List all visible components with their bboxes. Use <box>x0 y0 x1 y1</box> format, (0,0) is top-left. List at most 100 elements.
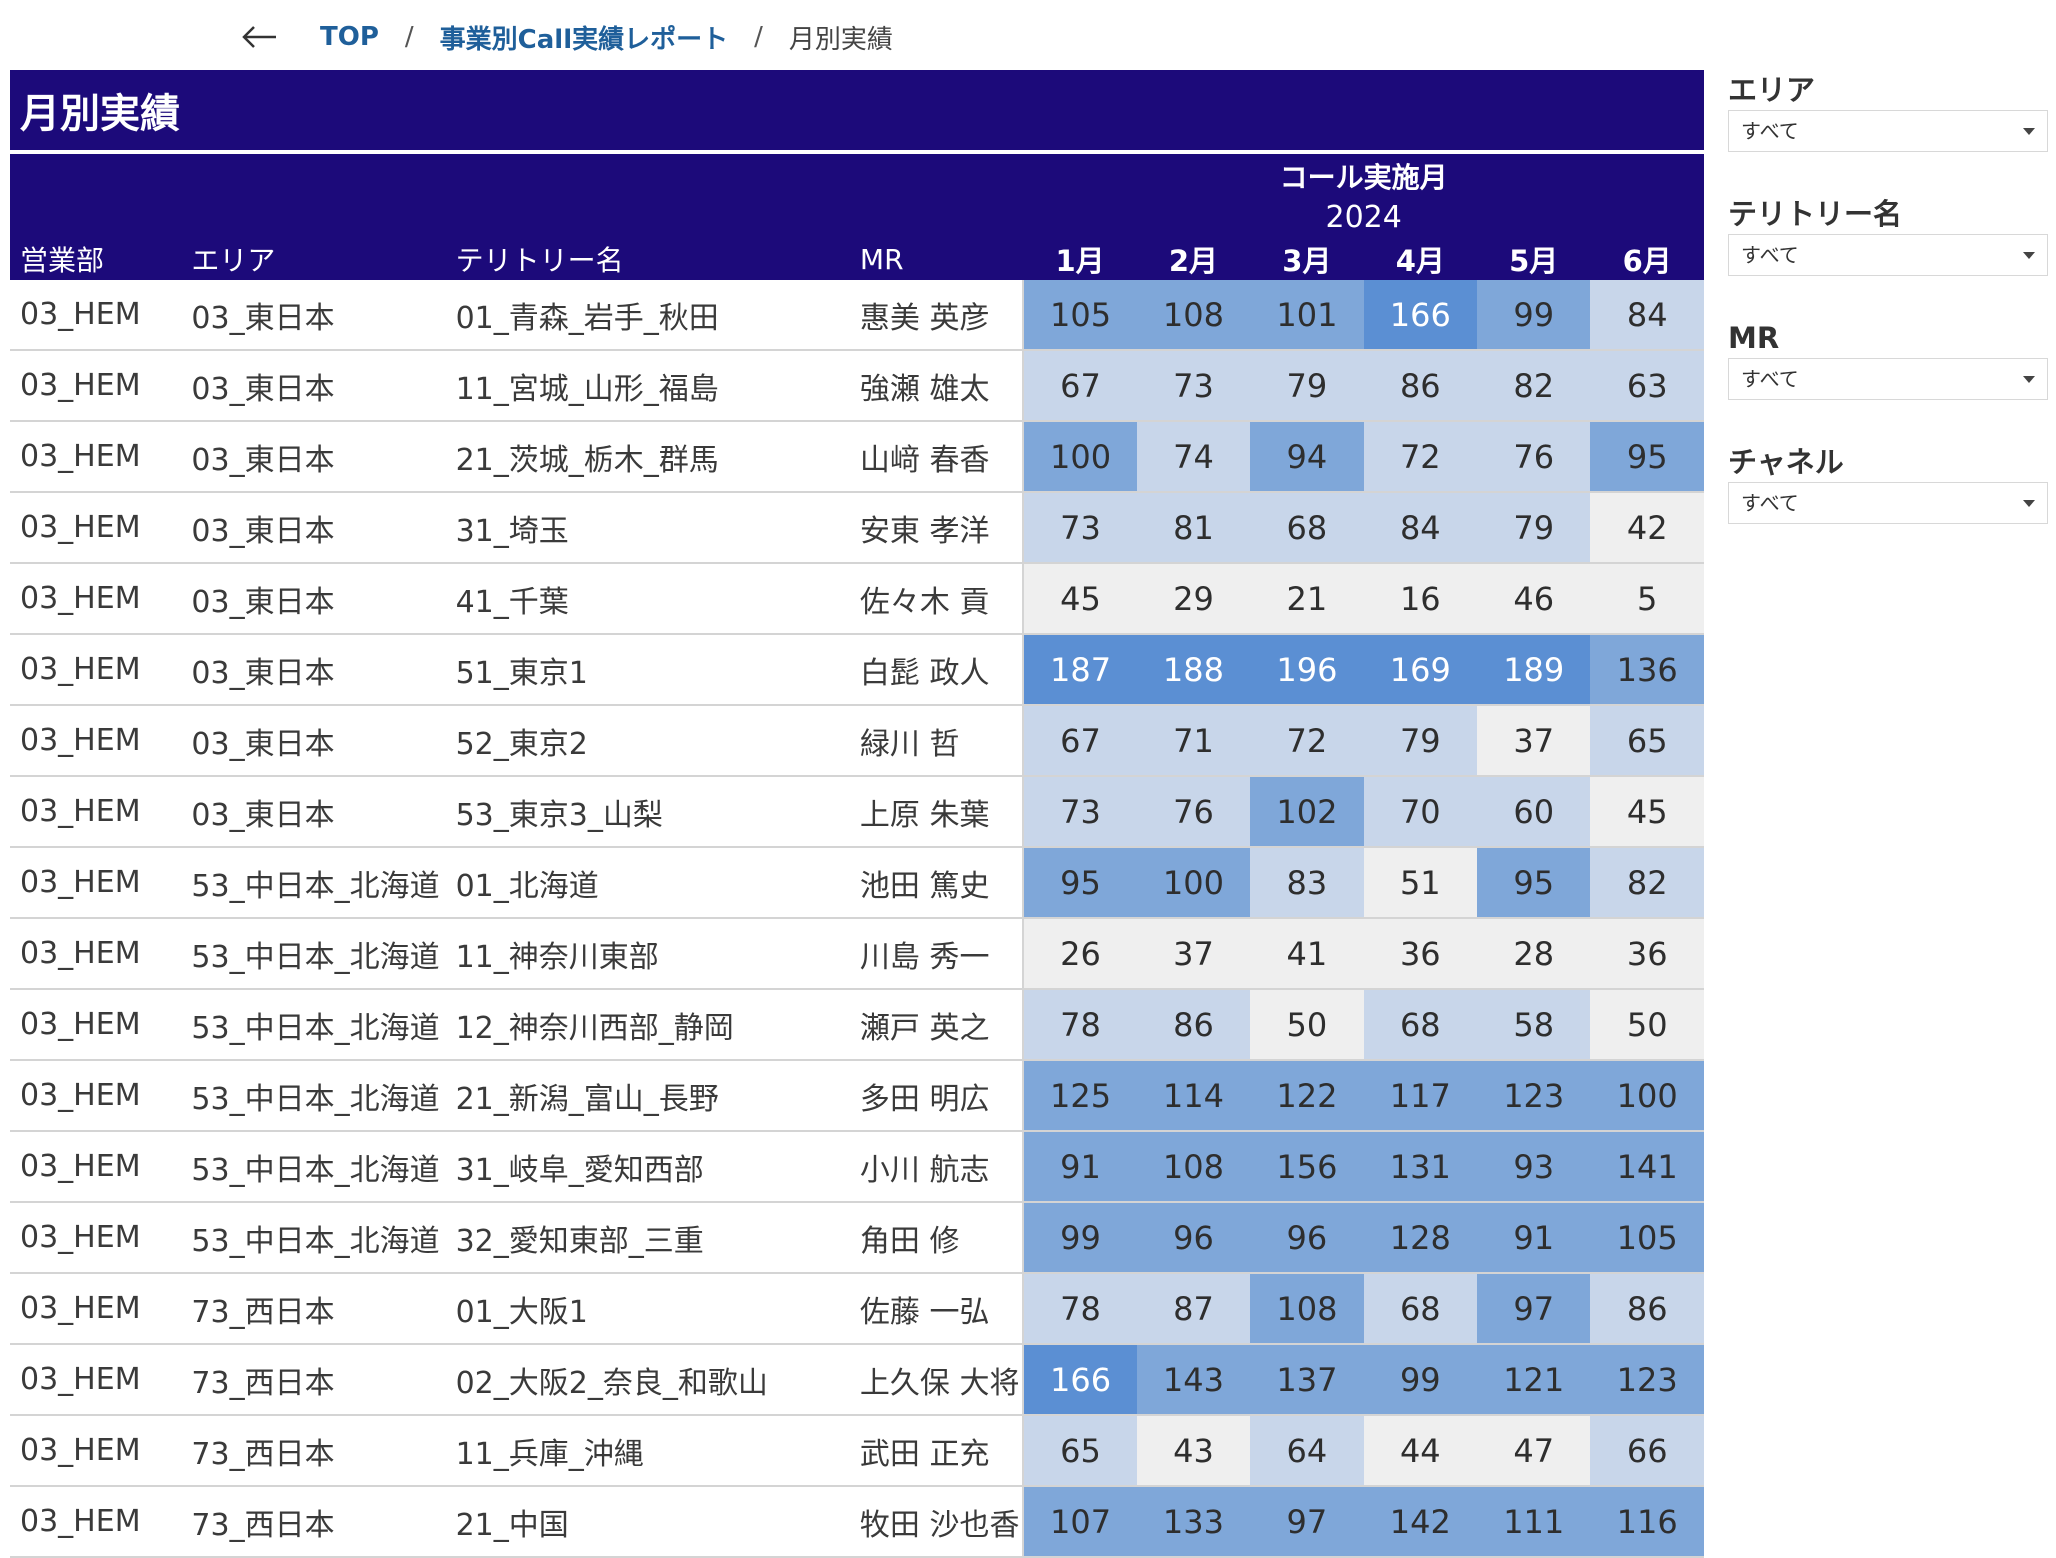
cell-dept: 03_HEM <box>10 1486 182 1558</box>
col-header-dept[interactable]: 営業部 <box>10 238 182 280</box>
cell-mr: 惠美 英彦 <box>849 280 1025 351</box>
cell-month-4: 36 <box>1363 918 1478 990</box>
col-header-month-5[interactable]: 5月 <box>1477 238 1591 280</box>
filter-mr-label: MR <box>1728 321 1780 355</box>
table-row[interactable]: 03_HEM 03_東日本 11_宮城_山形_福島 強瀬 雄太 67 73 79 86 82 63 <box>10 350 1704 422</box>
cell-month-6: 65 <box>1590 705 1704 777</box>
cell-month-5: 99 <box>1477 280 1591 351</box>
table-row[interactable]: 03_HEM 03_東日本 51_東京1 白髭 政人 187 188 196 169 189 13… <box>10 634 1704 706</box>
cell-month-4: 84 <box>1363 492 1478 564</box>
cell-month-2: 43 <box>1136 1415 1251 1487</box>
table-row[interactable]: 03_HEM 03_東日本 01_青森_岩手_秋田 惠美 英彦 105 108 101 166… <box>10 280 1704 351</box>
cell-month-2: 73 <box>1136 350 1251 422</box>
col-header-month-3[interactable]: 3月 <box>1250 238 1364 280</box>
cell-month-5: 79 <box>1477 492 1591 564</box>
table-row[interactable]: 03_HEM 73_西日本 21_中国 牧田 沙也香 107 133 97 142 111 116 <box>10 1486 1704 1558</box>
cell-area: 53_中日本_北海道 <box>181 1202 446 1274</box>
cell-territory: 12_神奈川西部_静岡 <box>445 989 850 1061</box>
breadcrumb-parent-link[interactable]: 事業別Call実績レポート <box>439 24 729 55</box>
col-header-area[interactable]: エリア <box>181 238 446 280</box>
table-row[interactable]: 03_HEM 03_東日本 52_東京2 緑川 哲 67 71 72 79 37 65 <box>10 705 1704 777</box>
cell-area: 03_東日本 <box>181 492 446 564</box>
cell-month-1: 166 <box>1023 1344 1137 1416</box>
cell-mr: 佐藤 一弘 <box>849 1273 1025 1345</box>
cell-mr: 山﨑 春香 <box>849 421 1025 493</box>
cell-month-2: 100 <box>1136 847 1251 919</box>
filter-territory-label: テリトリー名 <box>1728 197 1903 231</box>
table-row[interactable]: 03_HEM 03_東日本 31_埼玉 安東 孝洋 73 81 68 84 79 42 <box>10 492 1704 564</box>
cell-mr: 多田 明広 <box>849 1060 1025 1132</box>
cell-area: 03_東日本 <box>181 705 446 777</box>
cell-area: 53_中日本_北海道 <box>181 989 446 1061</box>
cell-area: 03_東日本 <box>181 776 446 848</box>
cell-month-2: 74 <box>1136 421 1251 493</box>
cell-month-1: 95 <box>1023 847 1137 919</box>
table-row[interactable]: 03_HEM 53_中日本_北海道 32_愛知東部_三重 角田 修 99 96 96 128 9… <box>10 1202 1704 1274</box>
mr-select[interactable]: すべて <box>1728 358 2048 400</box>
cell-month-4: 86 <box>1363 350 1478 422</box>
cell-month-1: 125 <box>1023 1060 1137 1132</box>
cell-mr: 武田 正充 <box>849 1415 1025 1487</box>
cell-month-2: 188 <box>1136 634 1251 706</box>
filter-area: エリア すべて <box>1728 70 2050 152</box>
cell-mr: 緑川 哲 <box>849 705 1025 777</box>
table-row[interactable]: 03_HEM 53_中日本_北海道 31_岐阜_愛知西部 小川 航志 91 108 156 1… <box>10 1131 1704 1203</box>
cell-month-3: 97 <box>1250 1486 1364 1558</box>
cell-month-2: 108 <box>1136 1131 1251 1203</box>
cell-month-1: 78 <box>1023 1273 1137 1345</box>
col-header-mr[interactable]: MR <box>849 238 1024 280</box>
filter-channel-label: チャネル <box>1728 445 1844 479</box>
table-row[interactable]: 03_HEM 73_西日本 01_大阪1 佐藤 一弘 78 87 108 68 97 86 <box>10 1273 1704 1345</box>
cell-mr: 角田 修 <box>849 1202 1025 1274</box>
cell-month-6: 82 <box>1590 847 1704 919</box>
cell-month-1: 107 <box>1023 1486 1137 1558</box>
col-header-month-4[interactable]: 4月 <box>1363 238 1478 280</box>
table-row[interactable]: 03_HEM 73_西日本 11_兵庫_沖縄 武田 正充 65 43 64 44 47 66 <box>10 1415 1704 1487</box>
table-row[interactable]: 03_HEM 53_中日本_北海道 01_北海道 池田 篤史 95 100 83 51 95 82 <box>10 847 1704 919</box>
breadcrumb-top-link[interactable]: TOP <box>320 22 379 52</box>
cell-dept: 03_HEM <box>10 421 182 493</box>
cell-month-2: 133 <box>1136 1486 1251 1558</box>
cell-territory: 02_大阪2_奈良_和歌山 <box>445 1344 850 1416</box>
cell-month-3: 68 <box>1250 492 1364 564</box>
table-row[interactable]: 03_HEM 53_中日本_北海道 21_新潟_富山_長野 多田 明広 125 114 12… <box>10 1060 1704 1132</box>
table-row[interactable]: 03_HEM 53_中日本_北海道 11_神奈川東部 川島 秀一 26 37 41 36 28 3… <box>10 918 1704 990</box>
col-header-month-1[interactable]: 1月 <box>1023 238 1137 280</box>
cell-territory: 52_東京2 <box>445 705 850 777</box>
cell-month-4: 169 <box>1363 634 1478 706</box>
cell-month-4: 131 <box>1363 1131 1478 1203</box>
cell-month-3: 102 <box>1250 776 1364 848</box>
table-row[interactable]: 03_HEM 53_中日本_北海道 12_神奈川西部_静岡 瀬戸 英之 78 86 50 68… <box>10 989 1704 1061</box>
cell-month-5: 28 <box>1477 918 1591 990</box>
breadcrumb-separator: / <box>754 22 763 52</box>
cell-month-4: 128 <box>1363 1202 1478 1274</box>
cell-month-3: 83 <box>1250 847 1364 919</box>
page-title: 月別実績 <box>10 70 1704 150</box>
table-row[interactable]: 03_HEM 03_東日本 41_千葉 佐々木 貢 45 29 21 16 46 5 <box>10 563 1704 635</box>
territory-select[interactable]: すべて <box>1728 234 2048 276</box>
cell-month-2: 143 <box>1136 1344 1251 1416</box>
col-header-month-2[interactable]: 2月 <box>1136 238 1251 280</box>
cell-area: 53_中日本_北海道 <box>181 847 446 919</box>
area-select[interactable]: すべて <box>1728 110 2048 152</box>
table-row[interactable]: 03_HEM 03_東日本 21_茨城_栃木_群馬 山﨑 春香 100 74 94 72 76 9… <box>10 421 1704 493</box>
cell-month-3: 96 <box>1250 1202 1364 1274</box>
cell-month-3: 21 <box>1250 563 1364 635</box>
cell-month-2: 71 <box>1136 705 1251 777</box>
cell-dept: 03_HEM <box>10 492 182 564</box>
arrow-left-icon[interactable] <box>240 22 280 52</box>
cell-month-1: 100 <box>1023 421 1137 493</box>
cell-area: 73_西日本 <box>181 1415 446 1487</box>
cell-month-2: 114 <box>1136 1060 1251 1132</box>
cell-month-3: 94 <box>1250 421 1364 493</box>
report-panel: 月別実績 コール実施月 2024 営業部 エリア テリトリー名 MR 1月 2月 <box>10 70 1704 1558</box>
cell-month-1: 187 <box>1023 634 1137 706</box>
cell-territory: 51_東京1 <box>445 634 850 706</box>
channel-select[interactable]: すべて <box>1728 482 2048 524</box>
cell-month-2: 108 <box>1136 280 1251 351</box>
col-header-month-6[interactable]: 6月 <box>1590 238 1704 280</box>
table-row[interactable]: 03_HEM 73_西日本 02_大阪2_奈良_和歌山 上久保 大将 166 143 137… <box>10 1344 1704 1416</box>
cell-month-2: 86 <box>1136 989 1251 1061</box>
col-header-territory[interactable]: テリトリー名 <box>445 238 850 280</box>
table-row[interactable]: 03_HEM 03_東日本 53_東京3_山梨 上原 朱葉 73 76 102 70 60 45 <box>10 776 1704 848</box>
